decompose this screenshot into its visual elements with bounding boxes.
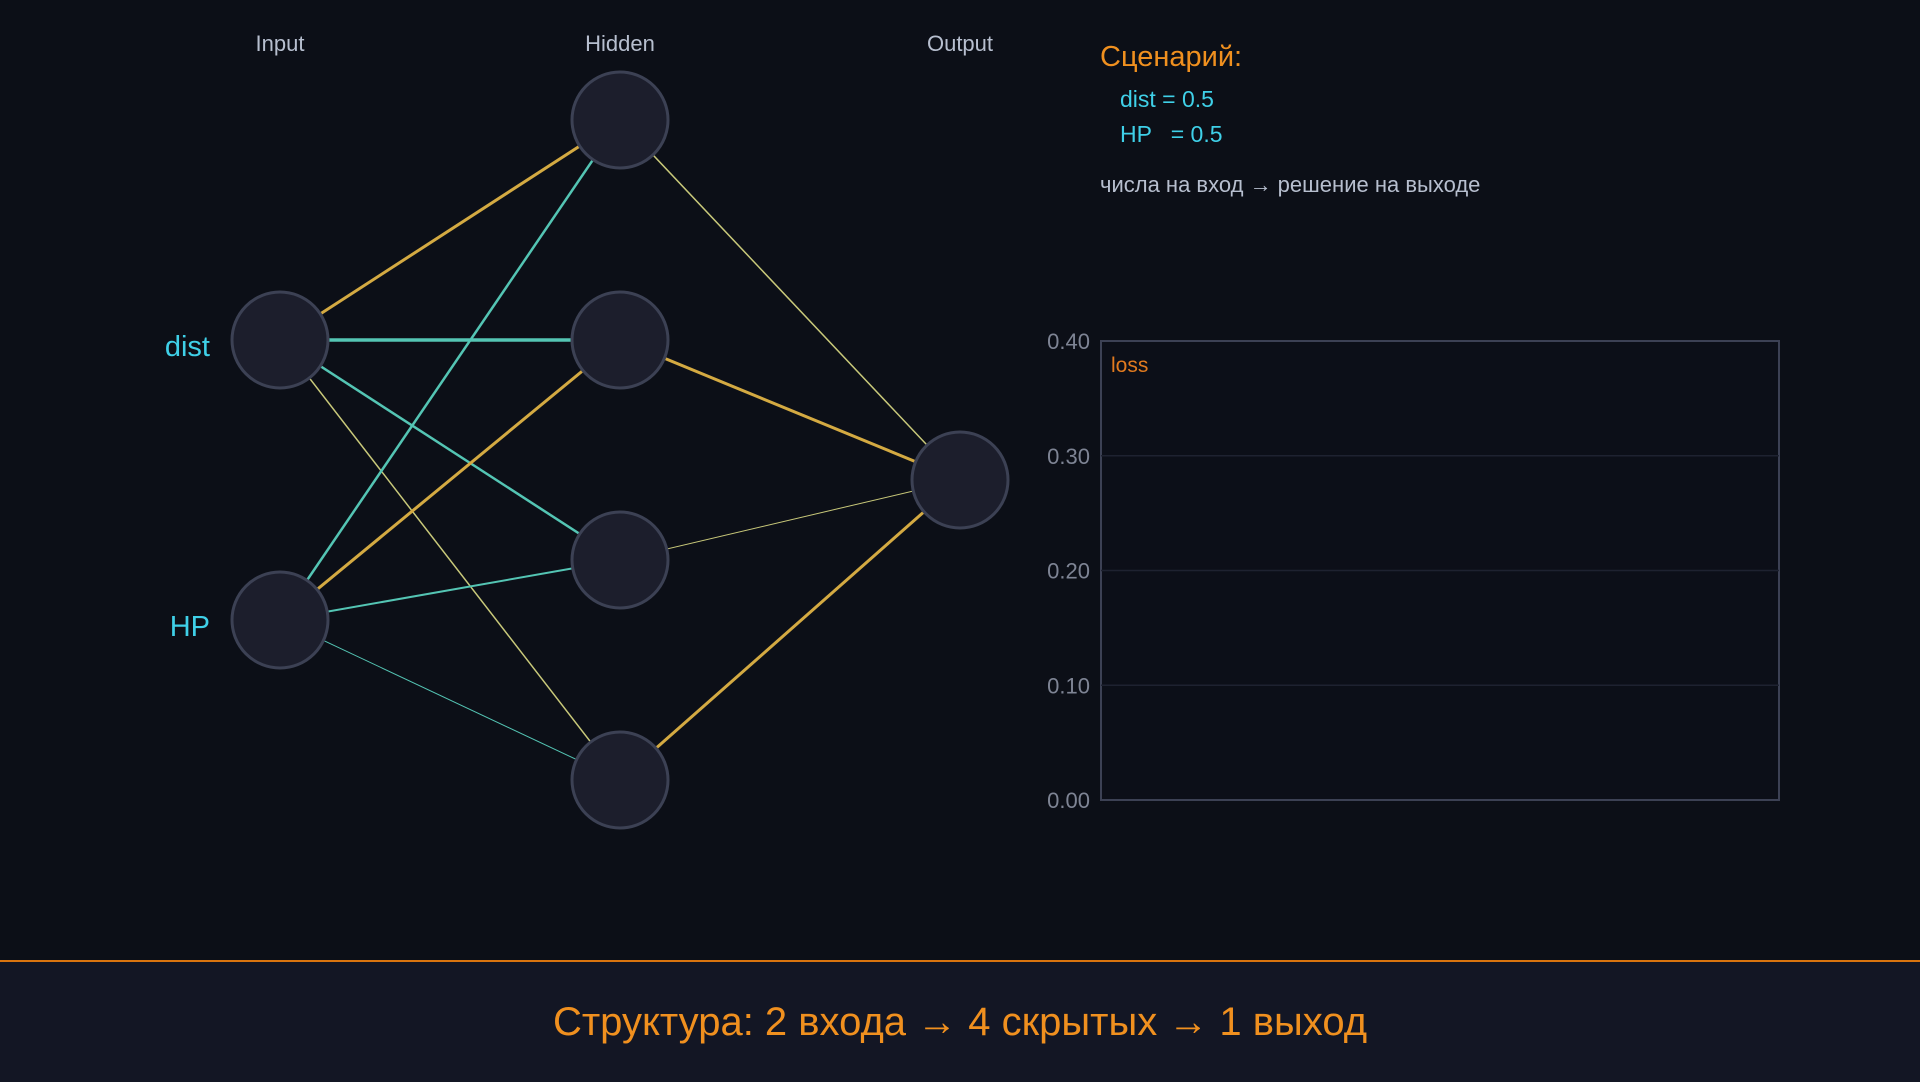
output-node xyxy=(910,430,1010,530)
input-label-dist: dist xyxy=(165,331,210,363)
input-label-hp: HP xyxy=(170,611,210,643)
scenario-line-dist: dist = 0.5 xyxy=(1120,86,1214,112)
scenario-panel: Сценарий: dist = 0.5 HP = 0.5 числа на в… xyxy=(1100,41,1480,197)
edge-h2-out xyxy=(619,338,961,482)
edge-h4-out xyxy=(619,478,961,782)
structure-caption: Структура: 2 входа → 4 скрытых → 1 выход xyxy=(552,999,1368,1044)
y-tick-label: 0.10 xyxy=(1047,673,1090,698)
scenario-line-hp: HP = 0.5 xyxy=(1120,121,1223,147)
edges-input-hidden xyxy=(278,118,622,781)
loss-chart: 0.40 0.30 0.20 0.10 0.00 loss xyxy=(1047,329,1780,813)
hidden-node-2 xyxy=(570,290,670,390)
layer-label-output: Output xyxy=(927,31,993,56)
edges-hidden-output xyxy=(619,119,961,782)
edge-dist-h4 xyxy=(279,339,621,781)
diagram-canvas: Input Hidden Output xyxy=(165,31,1780,830)
edge-hp-h4 xyxy=(279,619,621,781)
chart-y-ticks: 0.40 0.30 0.20 0.10 0.00 xyxy=(1047,329,1090,813)
scenario-note: числа на вход → решение на выходе xyxy=(1100,172,1480,197)
edge-dist-h1 xyxy=(279,118,621,342)
y-tick-label: 0.00 xyxy=(1047,788,1090,813)
y-tick-label: 0.30 xyxy=(1047,444,1090,469)
scenario-title: Сценарий: xyxy=(1100,41,1242,73)
y-tick-label: 0.20 xyxy=(1047,559,1090,584)
chart-grid xyxy=(1101,455,1779,686)
edge-hp-h3 xyxy=(279,559,621,621)
edge-hp-h2 xyxy=(279,338,621,622)
input-node-dist xyxy=(230,290,330,390)
edge-dist-h3 xyxy=(279,338,621,562)
edge-hp-h1 xyxy=(278,119,622,621)
caption-bar: Структура: 2 входа → 4 скрытых → 1 выход xyxy=(0,960,1920,1082)
legend-loss: loss xyxy=(1111,354,1148,377)
hidden-node-3 xyxy=(570,510,670,610)
edge-h3-out xyxy=(619,479,961,561)
layer-label-hidden: Hidden xyxy=(585,31,655,56)
hidden-node-4 xyxy=(570,730,670,830)
edge-h1-out xyxy=(619,119,961,481)
y-tick-label: 0.40 xyxy=(1047,329,1090,354)
nodes xyxy=(230,70,1010,830)
hidden-node-1 xyxy=(570,70,670,170)
input-node-hp xyxy=(230,570,330,670)
layer-label-input: Input xyxy=(256,31,305,56)
